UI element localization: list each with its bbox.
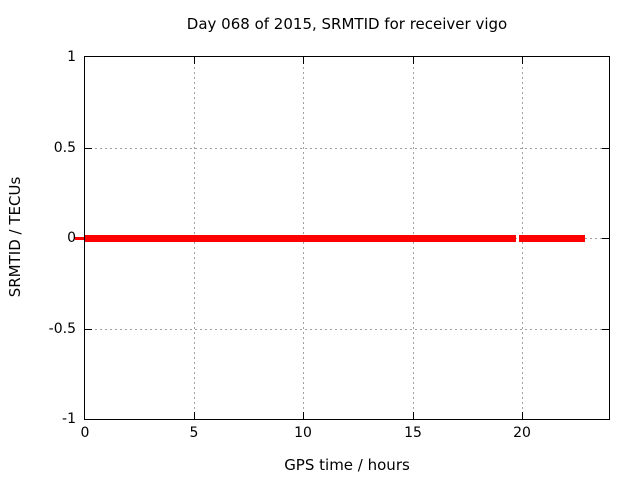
chart-title: Day 068 of 2015, SRMTID for receiver vig… <box>186 15 508 33</box>
y-tick-label: 0 <box>67 230 76 246</box>
y-axis-tick-mirror <box>602 238 609 239</box>
y-tick-label: -1 <box>62 411 76 427</box>
grid-line-horizontal <box>85 329 609 330</box>
x-tick-label: 10 <box>294 425 312 441</box>
y-tick-label: 1 <box>67 49 76 65</box>
grid-line-horizontal <box>85 148 609 149</box>
x-axis-tick-mirror <box>522 57 523 64</box>
x-tick-label: 20 <box>513 425 531 441</box>
y-axis-tick-mirror <box>602 329 609 330</box>
red-line-overhang <box>75 236 84 240</box>
x-axis-tick <box>303 412 304 419</box>
x-axis-tick <box>413 412 414 419</box>
y-axis-tick-mirror <box>602 148 609 149</box>
plot-area <box>75 56 610 420</box>
data-line-segment <box>85 234 516 242</box>
x-axis-tick-mirror <box>413 57 414 64</box>
y-axis-tick <box>85 329 92 330</box>
x-tick-label: 15 <box>404 425 422 441</box>
x-axis-tick-mirror <box>303 57 304 64</box>
y-axis-tick <box>85 148 92 149</box>
x-tick-label: 5 <box>189 425 199 441</box>
x-axis-tick <box>194 412 195 419</box>
x-axis-label: GPS time / hours <box>284 456 410 474</box>
x-axis-tick-mirror <box>194 57 195 64</box>
y-tick-label: 0.5 <box>53 140 76 156</box>
data-line-segment <box>518 234 585 242</box>
y-axis-label: SRMTID / TECUs <box>6 176 24 298</box>
x-axis-tick <box>522 412 523 419</box>
y-tick-label: -0.5 <box>48 321 76 337</box>
x-tick-label: 0 <box>80 425 90 441</box>
